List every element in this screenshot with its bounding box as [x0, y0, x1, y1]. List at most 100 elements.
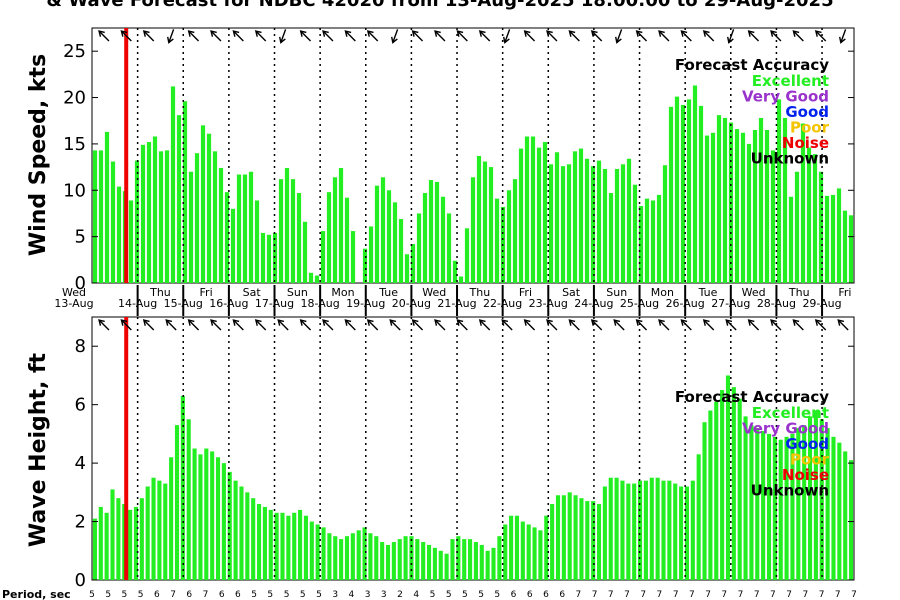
wave-bar — [415, 539, 420, 580]
direction-arrow-icon — [478, 319, 491, 331]
period-value: 6 — [543, 590, 549, 600]
wave-bar — [391, 542, 396, 580]
wind-bar — [722, 117, 728, 283]
wind-bar — [806, 147, 812, 283]
wind-bar — [188, 171, 194, 283]
wave-bar — [426, 544, 432, 580]
wind-y-tick-label: 5 — [75, 227, 86, 248]
period-value: 7 — [592, 590, 598, 600]
period-value: 7 — [640, 590, 646, 600]
wave-bar — [204, 448, 209, 580]
wave-bar — [843, 451, 848, 580]
day-label: Wed — [742, 286, 766, 299]
direction-arrow-icon — [434, 319, 446, 331]
wave-bar — [579, 498, 584, 580]
wave-bar — [151, 477, 156, 580]
wave-bar — [315, 524, 320, 580]
wind-bar — [644, 198, 650, 283]
direction-arrow-icon — [366, 30, 379, 42]
wind-bar — [824, 195, 830, 283]
period-value: 4 — [349, 590, 355, 600]
direction-arrow-icon — [839, 29, 847, 44]
wind-bar — [794, 171, 800, 283]
wind-bar — [266, 234, 272, 283]
wave-bar — [761, 430, 766, 580]
wind-bar — [746, 143, 752, 283]
wind-speed-panel: 0 5 10 15 20 25 Forecast AccuracyExcellentVer… — [26, 27, 855, 294]
wind-bar — [170, 86, 176, 283]
wave-bar — [139, 498, 144, 580]
wave-bar — [432, 547, 437, 580]
direction-arrow-icon — [187, 30, 200, 42]
day-label: Fri — [838, 286, 851, 299]
wave-bar — [198, 454, 203, 580]
wind-bar — [254, 200, 260, 283]
legend-item: Very Good — [742, 420, 829, 438]
period-value: 5 — [105, 590, 111, 600]
direction-arrow-icon — [747, 30, 760, 42]
direction-arrow-icon — [770, 30, 782, 42]
wave-bar — [145, 486, 150, 580]
wave-bar — [614, 477, 619, 580]
period-value: 5 — [300, 590, 306, 600]
wave-bar — [180, 395, 185, 580]
wave-bar — [186, 419, 191, 580]
wind-bar — [410, 244, 416, 283]
direction-arrow-icon — [546, 319, 558, 331]
wind-y-axis-label: Wind Speed, kts — [26, 54, 51, 256]
period-value: 5 — [446, 590, 452, 600]
wind-bar — [656, 194, 662, 283]
wind-bar — [608, 193, 614, 283]
period-value: 5 — [89, 590, 95, 600]
wave-bar — [444, 553, 449, 580]
wave-bar — [538, 530, 543, 580]
wave-bar — [526, 524, 531, 580]
period-value: 5 — [478, 590, 484, 600]
wave-bar — [479, 544, 484, 580]
wind-bar — [680, 104, 686, 284]
wind-bar — [524, 136, 530, 283]
wave-bar — [831, 436, 836, 580]
wave-bar — [333, 536, 338, 580]
legend-item: Unknown — [751, 150, 829, 168]
direction-arrow-icon — [391, 29, 399, 44]
wind-bar — [404, 254, 410, 283]
wind-bar — [812, 154, 818, 283]
direction-arrow-icon — [590, 319, 603, 331]
wind-bar — [416, 213, 422, 283]
wave-bar — [573, 495, 578, 580]
period-value: 7 — [624, 590, 630, 600]
wave-y-tick-label: 8 — [75, 336, 86, 357]
direction-arrow-icon — [478, 30, 491, 42]
period-value: 7 — [705, 590, 711, 600]
wind-bar — [530, 136, 536, 283]
direction-arrow-icon — [187, 319, 200, 331]
direction-arrow-icon — [501, 319, 513, 331]
period-value: 5 — [122, 590, 128, 600]
period-value: 2 — [397, 590, 403, 600]
wave-bar — [638, 480, 643, 580]
wind-bar — [164, 150, 170, 283]
wave-bar — [403, 536, 408, 580]
wind-y-tick-label: 20 — [63, 88, 86, 109]
legend-item: Good — [785, 103, 829, 121]
direction-arrow-icon — [456, 319, 468, 331]
wind-bar — [158, 151, 164, 283]
wave-bar — [262, 506, 267, 580]
period-value: 5 — [267, 590, 273, 600]
wind-bar — [434, 181, 440, 283]
day-label: Fri — [519, 286, 532, 299]
legend-item: Poor — [790, 451, 830, 469]
direction-arrow-icon — [814, 319, 827, 331]
direction-arrow-icon — [210, 319, 222, 331]
wind-bar — [692, 85, 698, 284]
wind-bar — [296, 193, 302, 283]
period-value: 5 — [316, 590, 322, 600]
direction-arrow-icon — [142, 319, 155, 331]
period-value: 7 — [786, 590, 792, 600]
wave-bar — [784, 436, 789, 580]
direction-arrow-icon — [658, 30, 670, 42]
wave-bar — [321, 527, 326, 580]
wave-bar — [643, 480, 648, 580]
